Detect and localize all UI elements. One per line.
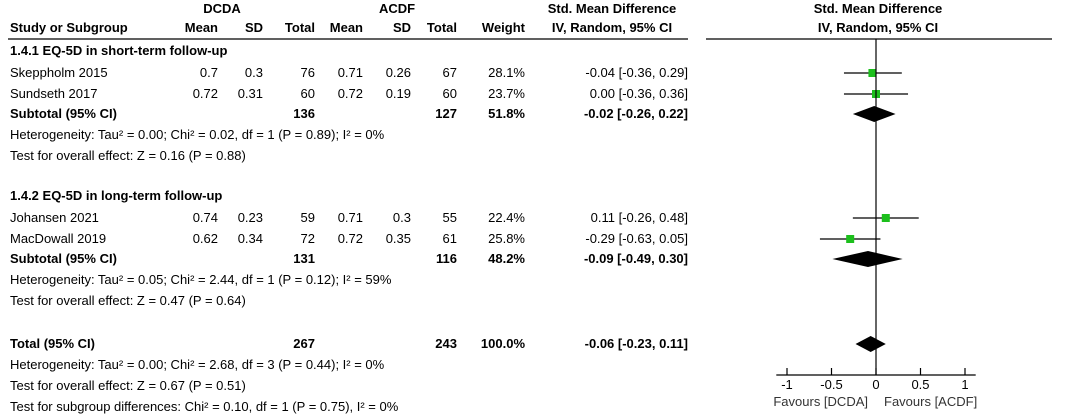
study-3-point	[881, 214, 890, 222]
study-4-total1: 72	[301, 231, 315, 246]
study-2-sd2: 0.19	[386, 86, 411, 101]
subtotal-1-weight: 51.8%	[488, 106, 525, 121]
study-1-weight: 28.1%	[488, 65, 525, 80]
study-1-mean1: 0.7	[200, 65, 218, 80]
study-2-mean1: 0.72	[193, 86, 218, 101]
group1-header: DCDA	[203, 1, 241, 16]
total1-column-header: Total	[285, 20, 315, 35]
subtotal-2-ci-text: -0.09 [-0.49, 0.30]	[584, 251, 688, 266]
study-1-sd2: 0.26	[386, 65, 411, 80]
study-3-mean1: 0.74	[193, 210, 218, 225]
study-3-sd2: 0.3	[393, 210, 411, 225]
effect-header-line2: IV, Random, 95% CI	[552, 20, 672, 35]
favours-right-label: Favours [ACDF]	[884, 394, 977, 409]
study-4-ci-text: -0.29 [-0.63, 0.05]	[585, 231, 688, 246]
study-4-mean1: 0.62	[193, 231, 218, 246]
study-1-total2: 67	[443, 65, 457, 80]
overall-total-total2: 243	[435, 336, 457, 351]
overall-total-weight: 100.0%	[481, 336, 526, 351]
x-tick-label-4: 1	[961, 377, 968, 392]
x-tick-label-0: -1	[781, 377, 793, 392]
study-3-total2: 55	[443, 210, 457, 225]
study-2-total2: 60	[443, 86, 457, 101]
x-tick-label-1: -0.5	[820, 377, 842, 392]
x-tick-label-2: 0	[872, 377, 879, 392]
overall-total-ci-text: -0.06 [-0.23, 0.11]	[585, 336, 688, 351]
subtotal-2-total2: 116	[436, 251, 457, 266]
study-4-sd2: 0.35	[386, 231, 411, 246]
study-4-name: MacDowall 2019	[10, 231, 106, 246]
effect-header-line1: Std. Mean Difference	[548, 1, 677, 16]
subtotal-1-diamond	[852, 106, 896, 122]
subtotal-1-total1: 136	[293, 106, 315, 121]
note-line-1: Heterogeneity: Tau² = 0.00; Chi² = 0.02,…	[10, 127, 385, 142]
study-1-total1: 76	[301, 65, 315, 80]
overall-total-total1: 267	[293, 336, 315, 351]
subtotal-1-ci-text: -0.02 [-0.26, 0.22]	[584, 106, 688, 121]
study-3-ci-text: 0.11 [-0.26, 0.48]	[591, 210, 688, 225]
study-2-mean2: 0.72	[338, 86, 363, 101]
study-3-weight: 22.4%	[488, 210, 525, 225]
table-header: DCDA ACDF Std. Mean Difference Std. Mean…	[8, 1, 1052, 40]
study-3-total1: 59	[301, 210, 315, 225]
note-line-5: Heterogeneity: Tau² = 0.00; Chi² = 2.68,…	[10, 357, 385, 372]
study-4-sd1: 0.34	[238, 231, 263, 246]
note-line-7: Test for subgroup differences: Chi² = 0.…	[10, 399, 399, 414]
note-line-4: Test for overall effect: Z = 0.47 (P = 0…	[10, 293, 246, 308]
subtotal-2-diamond	[832, 251, 903, 267]
study-4-weight: 25.8%	[488, 231, 525, 246]
total2-column-header: Total	[427, 20, 457, 35]
note-line-6: Test for overall effect: Z = 0.67 (P = 0…	[10, 378, 246, 393]
study-1-sd1: 0.3	[245, 65, 263, 80]
study-4-mean2: 0.72	[338, 231, 363, 246]
sd2-column-header: SD	[393, 20, 411, 35]
study-1-ci-text: -0.04 [-0.36, 0.29]	[585, 65, 688, 80]
study-3-name: Johansen 2021	[10, 210, 99, 225]
study-2-weight: 23.7%	[488, 86, 525, 101]
study-1-mean2: 0.71	[338, 65, 363, 80]
note-line-2: Test for overall effect: Z = 0.16 (P = 0…	[10, 148, 246, 163]
study-4-total2: 61	[443, 231, 457, 246]
study-3-mean2: 0.71	[338, 210, 363, 225]
study-column-header: Study or Subgroup	[10, 20, 128, 35]
weight-column-header: Weight	[482, 20, 526, 35]
favours-left-label: Favours [DCDA]	[773, 394, 868, 409]
subgroup-heading-2: 1.4.2 EQ-5D in long-term follow-up	[10, 188, 222, 203]
study-2-name: Sundseth 2017	[10, 86, 97, 101]
subtotal-1-label: Subtotal (95% CI)	[10, 106, 117, 121]
plot-title-line1: Std. Mean Difference	[814, 1, 943, 16]
subtotal-2-total1: 131	[293, 251, 315, 266]
sd1-column-header: SD	[245, 20, 263, 35]
plot-area: -1 -0.5 0 0.5 1 Favours [DCDA] Favours [ACDF]	[773, 39, 977, 409]
study-4-point	[846, 235, 855, 243]
table-rows: 1.4.1 EQ-5D in short-term follow-up Skepp…	[10, 43, 688, 414]
subgroup-heading-1: 1.4.1 EQ-5D in short-term follow-up	[10, 43, 227, 58]
x-tick-label-3: 0.5	[911, 377, 929, 392]
plot-title-line2: IV, Random, 95% CI	[818, 20, 938, 35]
study-3-sd1: 0.23	[238, 210, 263, 225]
mean2-column-header: Mean	[330, 20, 363, 35]
note-line-3: Heterogeneity: Tau² = 0.05; Chi² = 2.44,…	[10, 272, 392, 287]
study-2-ci-text: 0.00 [-0.36, 0.36]	[590, 86, 688, 101]
overall-total-diamond	[855, 336, 886, 352]
group2-header: ACDF	[379, 1, 415, 16]
study-2-sd1: 0.31	[238, 86, 263, 101]
study-1-name: Skeppholm 2015	[10, 65, 108, 80]
subtotal-2-weight: 48.2%	[488, 251, 525, 266]
study-1-point	[868, 69, 877, 77]
mean1-column-header: Mean	[185, 20, 218, 35]
study-2-total1: 60	[301, 86, 315, 101]
overall-total-label: Total (95% CI)	[10, 336, 95, 351]
subtotal-2-label: Subtotal (95% CI)	[10, 251, 117, 266]
subtotal-1-total2: 127	[435, 106, 457, 121]
